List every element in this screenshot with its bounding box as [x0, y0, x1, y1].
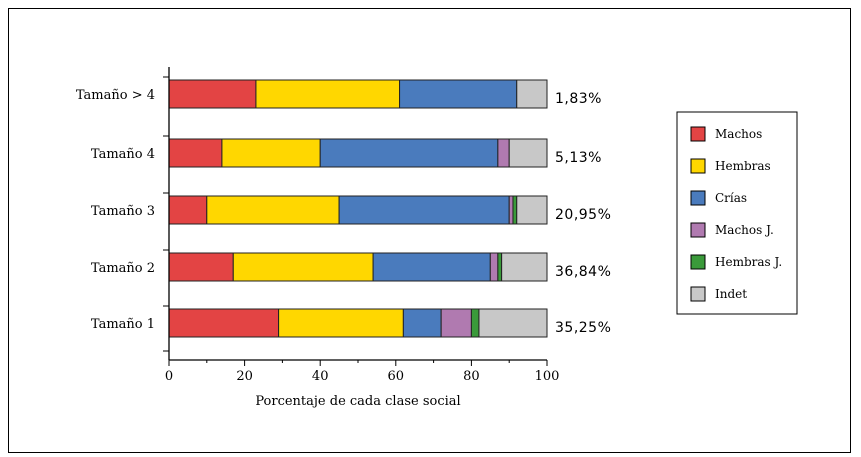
bar-segment [497, 138, 510, 168]
legend-label: Indet [715, 287, 747, 301]
legend-swatch [690, 158, 706, 174]
bar-segment [372, 252, 491, 282]
bar-segment [516, 195, 548, 225]
x-tick-label: 100 [535, 369, 560, 384]
bar-segment [319, 138, 499, 168]
legend: Machos Hembras Crías Machos J. Hembras J. Ind… [676, 111, 798, 315]
bar-percentage-label: 36,84% [555, 264, 611, 280]
legend-label: Crías [715, 191, 747, 205]
bar-percentage-label: 35,25% [555, 320, 611, 336]
bar-segment [489, 252, 499, 282]
bar-segment [478, 308, 548, 338]
category-label: Tamaño 2 [91, 261, 155, 276]
bar-segment [221, 138, 321, 168]
category-label: Tamaño > 4 [76, 88, 155, 103]
category-label: Tamaño 4 [91, 147, 155, 162]
bar-segment [168, 79, 257, 109]
legend-swatch [690, 222, 706, 238]
bar-segment [168, 195, 208, 225]
bar-segment [168, 308, 280, 338]
bar-segment [402, 308, 442, 338]
bar-segment [206, 195, 340, 225]
category-label: Tamaño 1 [91, 317, 155, 332]
bar-segment [516, 79, 548, 109]
x-tick-label: 80 [463, 369, 480, 384]
bar-segment [255, 79, 401, 109]
x-tick-label: 0 [165, 369, 173, 384]
bar-segment [168, 138, 223, 168]
x-tick-label: 60 [388, 369, 405, 384]
legend-swatch [690, 126, 706, 142]
chart-frame: Tamaño > 4 1,83% Tamaño 4 5,13% Tamaño 3 20,9… [8, 8, 851, 453]
bar-segment [512, 195, 518, 225]
legend-label: Hembras J. [715, 255, 782, 269]
bar-segment [338, 195, 510, 225]
bar-segment [497, 252, 503, 282]
bar-segment [508, 138, 548, 168]
category-label: Tamaño 3 [91, 204, 155, 219]
bar-segment [232, 252, 374, 282]
legend-box [676, 111, 798, 315]
plot-area: Tamaño > 4 1,83% Tamaño 4 5,13% Tamaño 3 20,9… [76, 67, 611, 409]
legend-swatch [690, 254, 706, 270]
x-axis-label: Porcentaje de cada clase social [255, 394, 460, 409]
legend-label: Hembras [715, 159, 771, 173]
legend-label: Machos J. [715, 223, 774, 237]
legend-swatch [690, 190, 706, 206]
bar-percentage-label: 5,13% [555, 150, 602, 166]
stacked-bar-chart: Tamaño > 4 1,83% Tamaño 4 5,13% Tamaño 3 20,9… [76, 67, 798, 409]
bar-segment [440, 308, 472, 338]
bar-percentage-label: 20,95% [555, 207, 611, 223]
bar-segment [508, 195, 514, 225]
bar-segment [470, 308, 480, 338]
x-tick-label: 40 [312, 369, 329, 384]
bar-segment [278, 308, 404, 338]
bar-percentage-label: 1,83% [555, 91, 602, 107]
legend-swatch [690, 286, 706, 302]
bar-segment [168, 252, 234, 282]
bar-segment [501, 252, 548, 282]
legend-label: Machos [715, 127, 762, 141]
bar-segment [399, 79, 518, 109]
x-tick-label: 20 [236, 369, 253, 384]
